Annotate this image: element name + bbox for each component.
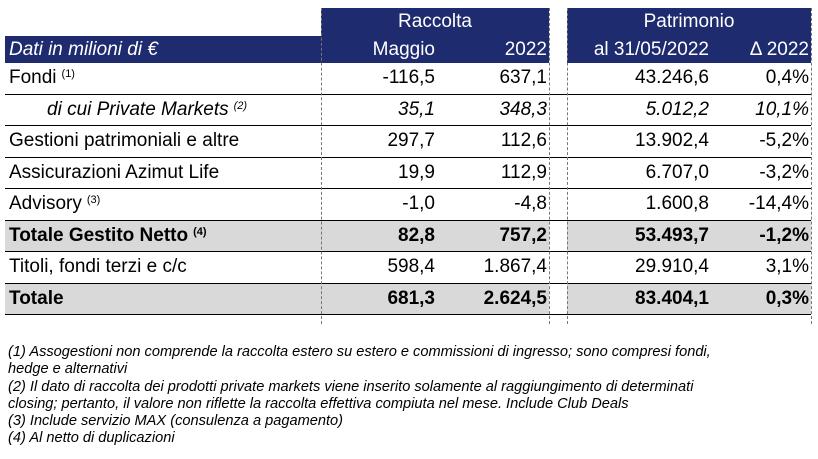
- cell-delta: 0,4%: [765, 67, 809, 89]
- footnote-ref: (1): [61, 68, 75, 81]
- cell-delta: -14,4%: [748, 193, 809, 215]
- table-row-total-gestito: Totale Gestito Netto (4) 82,8 757,2 53.49…: [5, 220, 811, 252]
- row-label: Gestioni patrimoniali e altre: [9, 130, 240, 152]
- table-row: Advisory (3) -1,0 -4,8 1.600,8 -14,4%: [5, 189, 811, 221]
- cell-patrimonio: 83.404,1: [635, 287, 709, 309]
- cell-2022: 1.867,4: [483, 256, 547, 278]
- row-label-cell: Advisory (3): [5, 189, 321, 220]
- header-bg-left: [5, 36, 549, 63]
- footnotes: (1) Assogestioni non comprende la raccol…: [8, 344, 813, 448]
- table-row: Titoli, fondi terzi e c/c 598,4 1.867,4 …: [5, 252, 811, 284]
- cell-maggio: -1,0: [402, 193, 435, 215]
- dashed-divider: [321, 8, 322, 324]
- header-bg-raccolta: [321, 8, 549, 36]
- row-label: Fondi: [9, 67, 57, 89]
- cell-patrimonio: 29.910,4: [635, 256, 709, 278]
- cell-maggio: 681,3: [387, 287, 435, 309]
- cell-2022: 348,3: [499, 98, 547, 120]
- dashed-divider: [549, 8, 550, 324]
- footnote-ref: (4): [193, 225, 207, 238]
- cell-patrimonio: 6.707,0: [645, 161, 709, 183]
- row-label-cell: di cui Private Markets (2): [5, 95, 321, 126]
- header-bg-patrimonio: [567, 8, 811, 36]
- cell-delta: 0,3%: [765, 287, 809, 309]
- header-group-raccolta: Raccolta: [398, 11, 472, 32]
- row-label: di cui Private Markets: [47, 98, 229, 120]
- table-header-columns: Dati in milioni di € Maggio 2022 al 31/0…: [5, 36, 811, 63]
- header-col-maggio: Maggio: [372, 38, 435, 60]
- table-header-groups: Raccolta Patrimonio: [5, 8, 811, 36]
- header-col-date: al 31/05/2022: [593, 38, 709, 60]
- footnote-line: (3) Include servizio MAX (consulenza a p…: [8, 413, 344, 430]
- column-gap: [549, 283, 567, 314]
- header-col-2022: 2022: [504, 38, 547, 60]
- footnote-line: closing; pertanto, il valore non riflett…: [8, 395, 629, 412]
- table-row: Assicurazioni Azimut Life 19,9 112,9 6.7…: [5, 158, 811, 189]
- table-row-totale: Totale 681,3 2.624,5 83.404,1 0,3%: [5, 283, 811, 315]
- row-label: Assicurazioni Azimut Life: [9, 161, 220, 183]
- footnote-ref: (2): [233, 99, 248, 112]
- row-label: Totale: [9, 287, 64, 309]
- cell-maggio: 35,1: [398, 98, 435, 120]
- cell-2022: -4,8: [514, 193, 547, 215]
- row-label: Titoli, fondi terzi e c/c: [9, 256, 187, 278]
- cell-delta: -1,2%: [759, 224, 809, 246]
- row-label-cell: Fondi (1): [5, 63, 321, 94]
- cell-patrimonio: 43.246,6: [635, 67, 709, 89]
- data-table: Raccolta Patrimonio Dati in milioni di €…: [5, 8, 811, 315]
- cell-2022: 112,9: [500, 161, 547, 183]
- row-label-cell: Titoli, fondi terzi e c/c: [5, 252, 321, 283]
- dashed-divider: [811, 8, 812, 324]
- header-col-delta: Δ 2022: [749, 38, 809, 60]
- cell-delta: 3,1%: [765, 256, 809, 278]
- cell-maggio: 19,9: [398, 161, 435, 183]
- footnote-line: (2) Il dato di raccolta dei prodotti pri…: [8, 378, 694, 395]
- cell-patrimonio: 13.902,4: [635, 130, 709, 152]
- table-row: Fondi (1) -116,5 637,1 43.246,6 0,4%: [5, 63, 811, 95]
- footnote-line: hedge e alternativi: [8, 361, 128, 378]
- column-gap: [549, 220, 567, 251]
- footnote-ref: (3): [86, 194, 101, 207]
- cell-maggio: 297,7: [387, 130, 435, 152]
- cell-2022: 757,2: [499, 224, 547, 246]
- cell-maggio: -116,5: [382, 67, 435, 89]
- row-label-cell: Assicurazioni Azimut Life: [5, 158, 321, 189]
- row-label-cell: Totale: [5, 284, 321, 315]
- cell-delta: 10,1%: [755, 98, 809, 120]
- footnote-line: (1) Assogestioni non comprende la raccol…: [8, 344, 711, 360]
- cell-patrimonio: 1.600,8: [645, 193, 709, 215]
- row-label-cell: Gestioni patrimoniali e altre: [5, 126, 321, 157]
- header-bg-right: [567, 36, 811, 63]
- row-label: Advisory: [9, 193, 82, 215]
- cell-patrimonio: 5.012,2: [645, 98, 709, 120]
- row-label-cell: Totale Gestito Netto (4): [5, 221, 321, 252]
- cell-maggio: 598,4: [387, 256, 435, 278]
- footnote-line: (4) Al netto di duplicazioni: [8, 430, 175, 447]
- table-row: di cui Private Markets (2) 35,1 348,3 5.0…: [5, 95, 811, 126]
- header-label: Dati in milioni di €: [9, 38, 158, 60]
- cell-maggio: 82,8: [398, 224, 435, 246]
- dashed-divider: [567, 8, 568, 324]
- cell-delta: -5,2%: [759, 130, 809, 152]
- header-group-patrimonio: Patrimonio: [643, 11, 735, 32]
- cell-2022: 637,1: [499, 67, 547, 89]
- row-label: Totale Gestito Netto: [9, 224, 189, 246]
- cell-patrimonio: 53.493,7: [635, 224, 709, 246]
- table-row: Gestioni patrimoniali e altre 297,7 112,…: [5, 126, 811, 158]
- cell-delta: -3,2%: [759, 161, 809, 183]
- cell-2022: 112,6: [500, 130, 547, 152]
- cell-2022: 2.624,5: [483, 287, 547, 309]
